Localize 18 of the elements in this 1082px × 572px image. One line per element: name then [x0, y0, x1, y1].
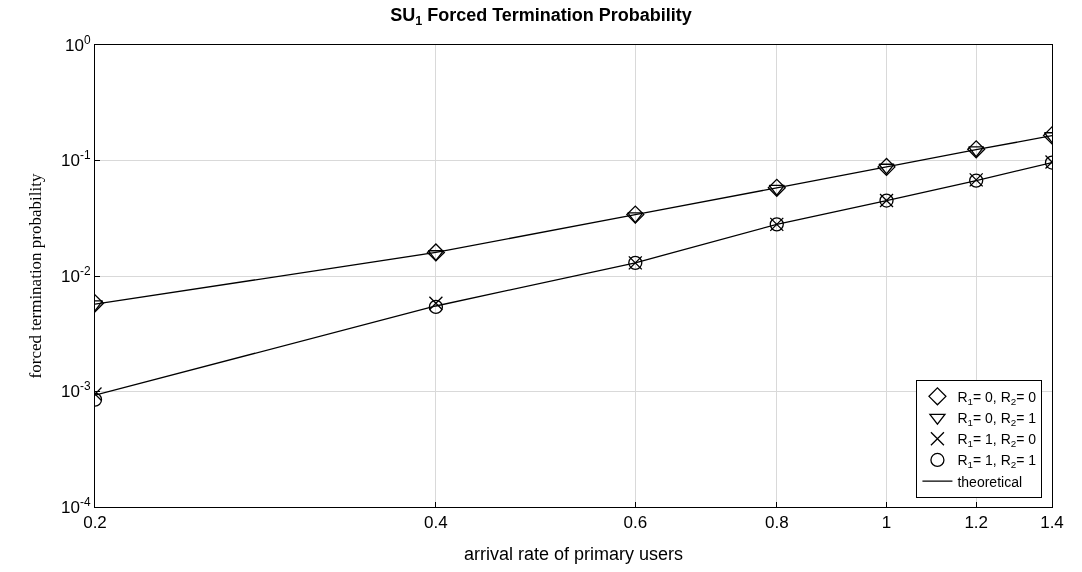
y-tick-label: 10$^{-2}$	[61, 263, 91, 286]
x-tick-label: 1.4	[1040, 513, 1064, 533]
x-tick-label: 0.8	[764, 513, 789, 533]
legend-label: R$_{1}$= 1, R$_{2}$= 1	[957, 452, 1037, 471]
x-tick-label: 1	[881, 513, 892, 533]
y-tick-label: 10$^{0}$	[65, 32, 91, 55]
chart-title: SU$_{1}$ Forced Termination Probability	[390, 5, 692, 28]
legend-label: theoretical	[957, 473, 1023, 490]
x-axis-title: arrival rate of primary users	[463, 543, 684, 564]
x-tick-label: 0.6	[623, 513, 648, 533]
x-tick-label: 1.2	[964, 513, 989, 533]
legend-label: R$_{1}$= 0, R$_{2}$= 1	[957, 410, 1037, 428]
legend-label: R$_{1}$= 1, R$_{2}$= 0	[957, 431, 1037, 450]
y-tick-label: 10$^{-3}$	[61, 379, 91, 402]
x-tick-label: 0.4	[424, 513, 448, 533]
legend-label: R$_{1}$= 0, R$_{2}$= 0	[957, 388, 1037, 407]
y-tick-label: 10$^{-1}$	[61, 148, 91, 171]
y-axis-title: forced termination probability	[25, 173, 45, 379]
